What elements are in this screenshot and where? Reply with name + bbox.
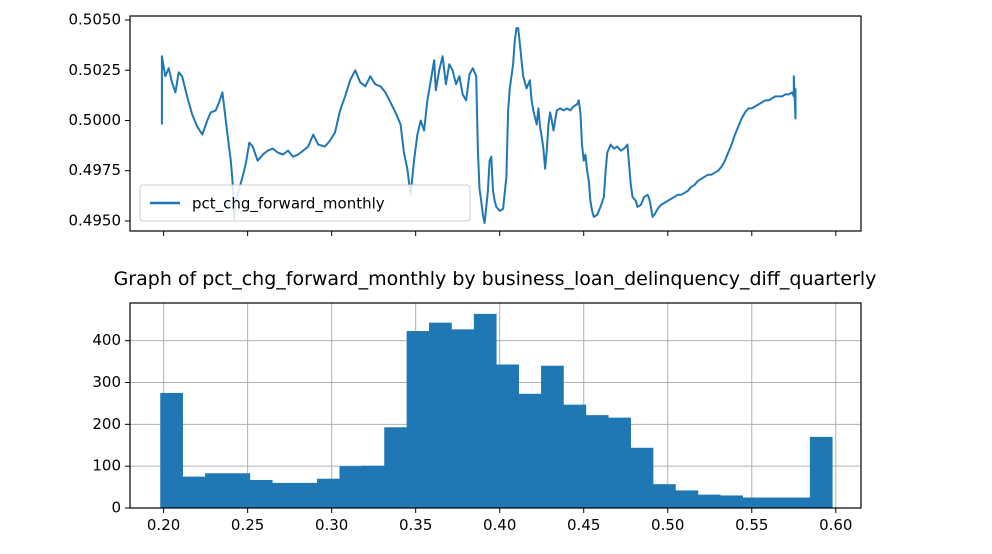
histogram-x-axis: 0.20 0.25 0.30 0.35 0.40 0.45 0.50 0.55 0.60 [147, 508, 852, 534]
series-line-pct-chg-forward-monthly [160, 27, 797, 224]
histogram-bar [272, 482, 295, 508]
x-tick-label: 0.25 [231, 516, 264, 534]
histogram-bar [205, 473, 228, 508]
x-tick-label: 0.20 [147, 516, 180, 534]
histogram-bar [406, 331, 430, 508]
histogram-title: Graph of pct_chg_forward_monthly by busi… [114, 268, 877, 290]
line-chart-marks [160, 27, 797, 224]
x-tick-label: 0.45 [567, 516, 600, 534]
x-tick-label: 0.30 [315, 516, 348, 534]
histogram-bar [249, 479, 273, 508]
line-chart-y-axis: 0.4950 0.4975 0.5000 0.5025 0.5050 [69, 11, 130, 229]
histogram-bar [697, 494, 721, 508]
histogram-bar [787, 497, 811, 508]
histogram-bar [429, 322, 452, 508]
y-tick-label: 0 [111, 499, 121, 517]
histogram-bar [317, 478, 340, 508]
legend: pct_chg_forward_monthly [139, 184, 471, 222]
histogram-bar [160, 392, 183, 508]
y-tick-label: 200 [92, 415, 121, 433]
y-tick-label: 0.4975 [69, 161, 122, 179]
y-tick-label: 100 [92, 457, 121, 475]
x-tick-label: 0.55 [735, 516, 768, 534]
histogram-bar [294, 482, 318, 508]
histogram-bar [518, 393, 542, 508]
histogram-bar [541, 365, 564, 508]
x-tick-label: 0.50 [651, 516, 684, 534]
histogram-bar [809, 436, 833, 508]
histogram-bar [720, 495, 743, 508]
histogram-bars [160, 313, 833, 508]
histogram-bar [473, 313, 497, 508]
line-chart-x-axis [163, 231, 837, 236]
histogram-bar [496, 364, 519, 508]
line-chart-frame [129, 15, 862, 232]
legend-label: pct_chg_forward_monthly [192, 195, 385, 214]
y-tick-label: 0.4950 [69, 211, 122, 229]
histogram-frame [129, 302, 862, 509]
legend-box [139, 184, 471, 222]
histogram-bar [563, 404, 587, 508]
histogram-bar [653, 484, 676, 508]
histogram-bar [630, 447, 654, 508]
histogram-bar [608, 417, 631, 508]
x-tick-label: 0.40 [483, 516, 516, 534]
y-tick-label: 400 [92, 331, 121, 349]
histogram-y-axis: 0 100 200 300 400 [92, 331, 130, 517]
histogram-bar [227, 473, 251, 508]
histogram-bar [339, 466, 363, 508]
x-tick-label: 0.60 [819, 516, 852, 534]
y-tick-label: 0.5050 [69, 11, 122, 29]
histogram-bar [585, 415, 609, 508]
histogram-bar [361, 465, 385, 508]
histogram-bar [765, 497, 788, 508]
histogram-bar [675, 490, 699, 508]
histogram-bar [742, 497, 766, 508]
histogram-bar [384, 427, 407, 508]
y-tick-label: 0.5025 [69, 61, 122, 79]
x-tick-label: 0.35 [399, 516, 432, 534]
line-chart: 0.4950 0.4975 0.5000 0.5025 0.5050 pct_chg_f… [69, 11, 862, 236]
y-tick-label: 300 [92, 373, 121, 391]
y-tick-label: 0.5000 [69, 111, 122, 129]
histogram-bar [451, 329, 475, 508]
histogram-bar [182, 476, 206, 508]
